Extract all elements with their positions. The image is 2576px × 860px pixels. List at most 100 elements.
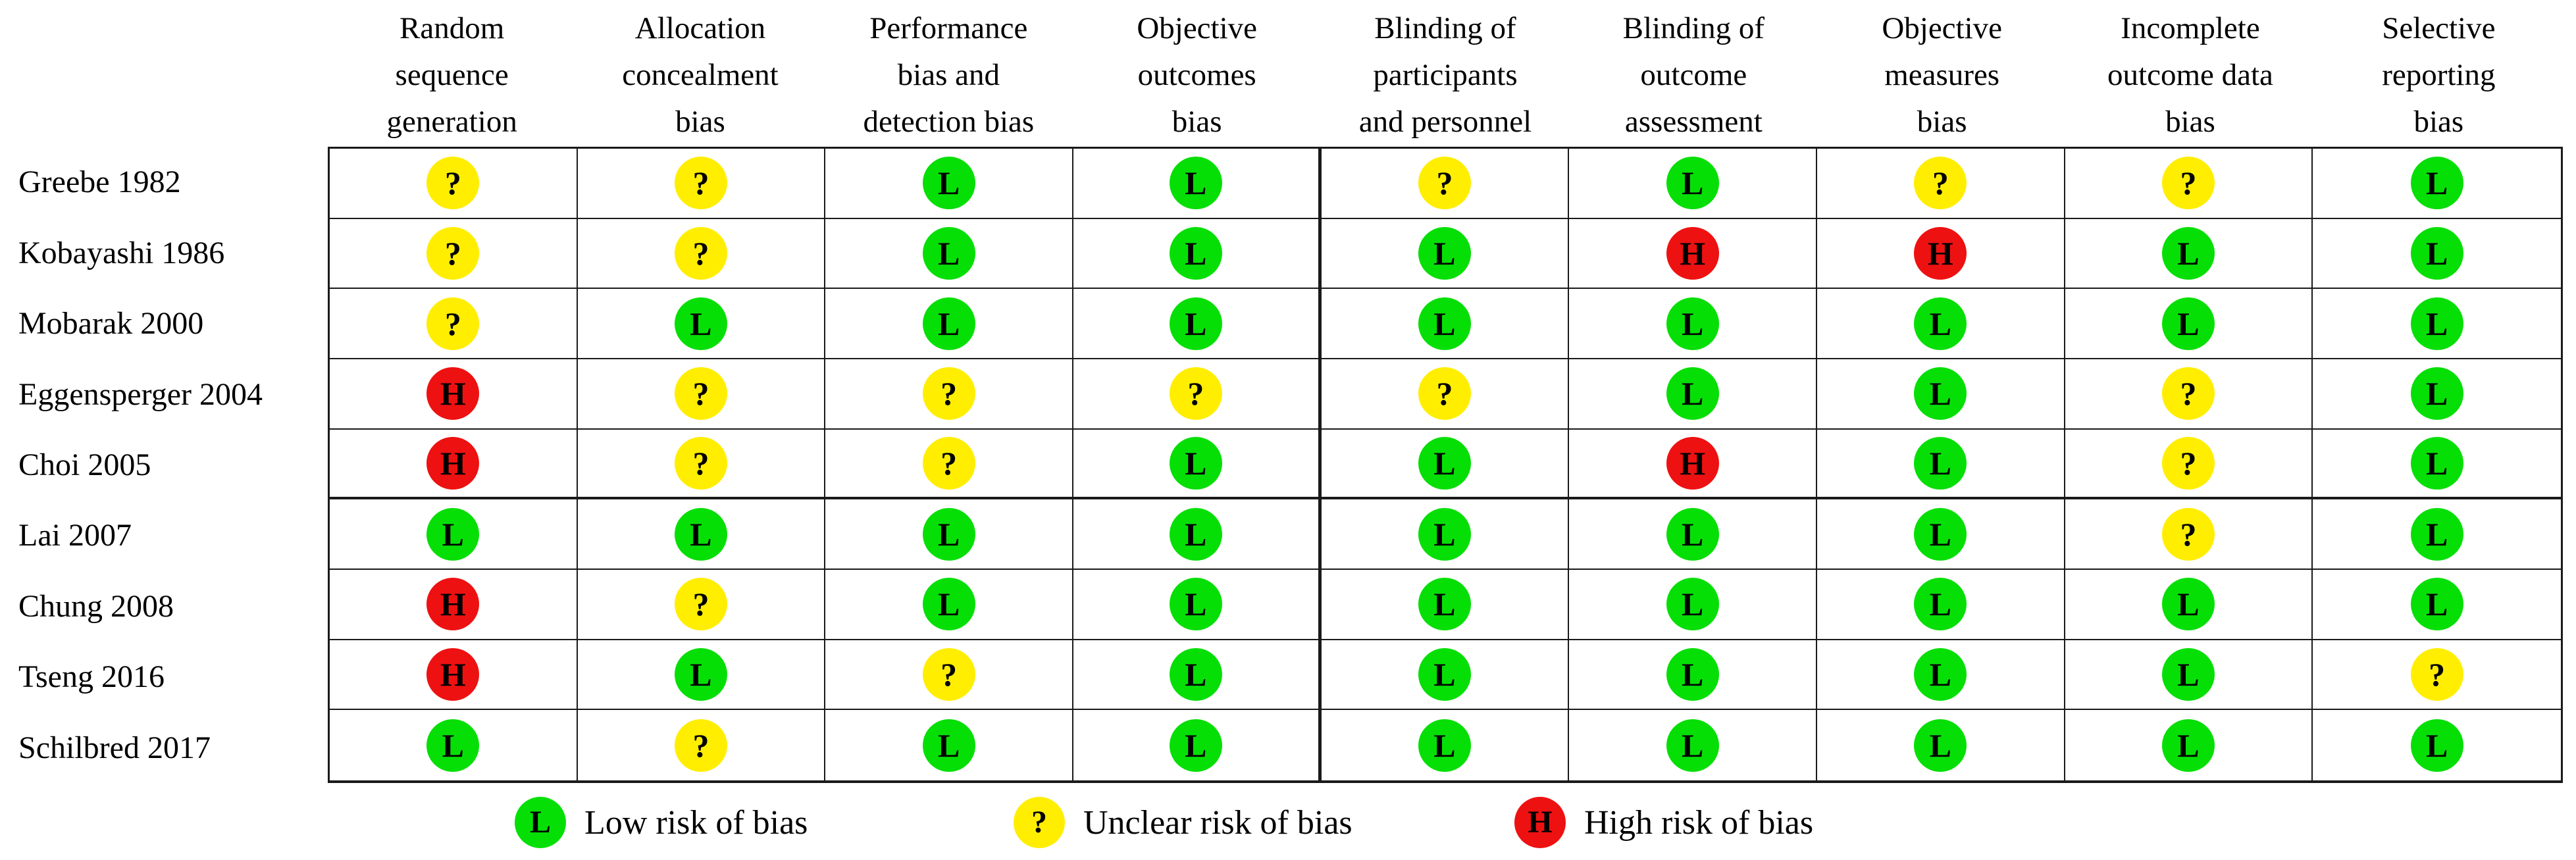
legend-label: Unclear risk of bias bbox=[1083, 803, 1352, 842]
rating-cell: H bbox=[1569, 429, 1817, 500]
rating-cell: L bbox=[2065, 640, 2313, 711]
rating-low-circle: L bbox=[1666, 157, 1719, 210]
rating-low-circle: L bbox=[1914, 719, 1967, 772]
rating-cell: H bbox=[1569, 218, 1817, 290]
rating-low-circle: L bbox=[1169, 507, 1222, 561]
column-header-4: Objective outcomes bias bbox=[1137, 11, 1258, 139]
rating-low-circle: L bbox=[1666, 367, 1719, 420]
rating-unclear-circle: ? bbox=[922, 367, 975, 420]
rating-cell: L bbox=[577, 499, 826, 570]
rating-cell: L bbox=[2065, 289, 2313, 359]
rating-cell: L bbox=[330, 710, 578, 780]
rating-low-circle: L bbox=[1169, 436, 1222, 490]
rating-cell: L bbox=[2065, 218, 2313, 290]
rating-low-circle: L bbox=[426, 507, 480, 561]
rating-cell: ? bbox=[2065, 149, 2313, 219]
rating-low-circle: L bbox=[1914, 367, 1967, 420]
study-label: Choi 2005 bbox=[18, 447, 151, 482]
rating-cell: L bbox=[1569, 499, 1817, 570]
rating-low-circle: L bbox=[2410, 297, 2463, 350]
rating-low-circle: L bbox=[1418, 507, 1471, 561]
legend-item-low: L Low risk of bias bbox=[515, 790, 808, 855]
rating-cell: L bbox=[1569, 640, 1817, 711]
study-label: Chung 2008 bbox=[18, 588, 174, 624]
rating-cell: L bbox=[1321, 289, 1570, 359]
rating-unclear-circle: ? bbox=[426, 157, 480, 210]
rating-cell: L bbox=[1321, 429, 1570, 500]
rating-low-circle: L bbox=[1418, 719, 1471, 772]
rating-cell: L bbox=[825, 289, 1073, 359]
rating-cell: ? bbox=[2065, 359, 2313, 430]
rating-cell: ? bbox=[577, 569, 826, 640]
rating-cell: L bbox=[577, 640, 826, 711]
rating-cell: L bbox=[2313, 430, 2561, 500]
rating-cell: ? bbox=[825, 359, 1073, 430]
rating-low-circle: L bbox=[1914, 647, 1967, 701]
rating-cell: L bbox=[825, 149, 1073, 219]
rating-cell: ? bbox=[577, 218, 826, 290]
rating-low-circle: L bbox=[1666, 297, 1719, 350]
rating-cell: H bbox=[330, 569, 578, 640]
rating-cell: L bbox=[1816, 429, 2065, 500]
rating-unclear-circle: ? bbox=[922, 647, 975, 701]
legend-low-circle: L bbox=[515, 797, 566, 848]
rating-low-circle: L bbox=[674, 297, 727, 350]
rating-cell: ? bbox=[1073, 359, 1322, 430]
rating-low-circle: L bbox=[2410, 719, 2463, 772]
rating-cell: L bbox=[1569, 359, 1817, 430]
rating-cell: H bbox=[330, 640, 578, 711]
rating-unclear-circle: ? bbox=[1418, 367, 1471, 420]
rating-low-circle: L bbox=[1418, 647, 1471, 701]
rating-unclear-circle: ? bbox=[426, 297, 480, 350]
rating-high-circle: H bbox=[426, 578, 480, 631]
rating-cell: L bbox=[1073, 218, 1322, 290]
rating-cell: L bbox=[1569, 149, 1817, 219]
rating-cell: L bbox=[1321, 640, 1570, 711]
rating-low-circle: L bbox=[1418, 297, 1471, 350]
rating-cell: L bbox=[577, 289, 826, 359]
rating-low-circle: L bbox=[922, 578, 975, 631]
rating-cell: H bbox=[330, 429, 578, 500]
rating-low-circle: L bbox=[1914, 297, 1967, 350]
ratings-grid: ?? L L? L?? L?? L L L H H L L? L L L L L L L L H???? L L? L H?? L… bbox=[328, 147, 2563, 783]
rating-cell: L bbox=[1569, 569, 1817, 640]
column-header-2: Allocation concealment bias bbox=[622, 11, 779, 139]
rating-unclear-circle: ? bbox=[674, 436, 727, 490]
rating-cell: L bbox=[2313, 219, 2561, 290]
rating-low-circle: L bbox=[1418, 436, 1471, 490]
legend-label: Low risk of bias bbox=[584, 803, 808, 842]
rating-cell: L bbox=[825, 218, 1073, 290]
column-header-8: Incomplete outcome data bias bbox=[2107, 11, 2273, 139]
rating-unclear-circle: ? bbox=[2410, 647, 2463, 701]
rating-low-circle: L bbox=[922, 226, 975, 280]
rating-cell: L bbox=[1073, 569, 1322, 640]
rating-unclear-circle: ? bbox=[922, 436, 975, 490]
rating-cell: L bbox=[1816, 359, 2065, 430]
rating-unclear-circle: ? bbox=[2161, 507, 2215, 561]
rating-high-circle: H bbox=[426, 647, 480, 701]
rating-low-circle: L bbox=[674, 507, 727, 561]
rating-low-circle: L bbox=[1418, 578, 1471, 631]
rating-cell: L bbox=[1569, 710, 1817, 780]
study-label: Mobarak 2000 bbox=[18, 306, 204, 341]
study-label: Greebe 1982 bbox=[18, 164, 181, 200]
rating-low-circle: L bbox=[2161, 297, 2215, 350]
rating-cell: L bbox=[1321, 569, 1570, 640]
legend: L Low risk of bias? Unclear risk of bias H H… bbox=[0, 790, 2576, 860]
study-label: Kobayashi 1986 bbox=[18, 235, 225, 270]
rating-cell: L bbox=[2313, 570, 2561, 640]
rating-low-circle: L bbox=[2410, 226, 2463, 280]
rating-cell: L bbox=[1073, 429, 1322, 500]
rating-cell: H bbox=[1816, 218, 2065, 290]
rating-low-circle: L bbox=[1666, 719, 1719, 772]
rating-low-circle: L bbox=[1914, 436, 1967, 490]
rating-cell: L bbox=[1073, 289, 1322, 359]
rating-cell: L bbox=[2065, 710, 2313, 780]
rating-unclear-circle: ? bbox=[2161, 436, 2215, 490]
study-labels: Greebe 1982 Kobayashi 1986 Mobarak 2000 Egg… bbox=[18, 147, 321, 783]
rating-low-circle: L bbox=[1914, 507, 1967, 561]
rating-cell: L bbox=[2313, 149, 2561, 219]
study-label: Schilbred 2017 bbox=[18, 730, 211, 765]
rating-low-circle: L bbox=[922, 297, 975, 350]
